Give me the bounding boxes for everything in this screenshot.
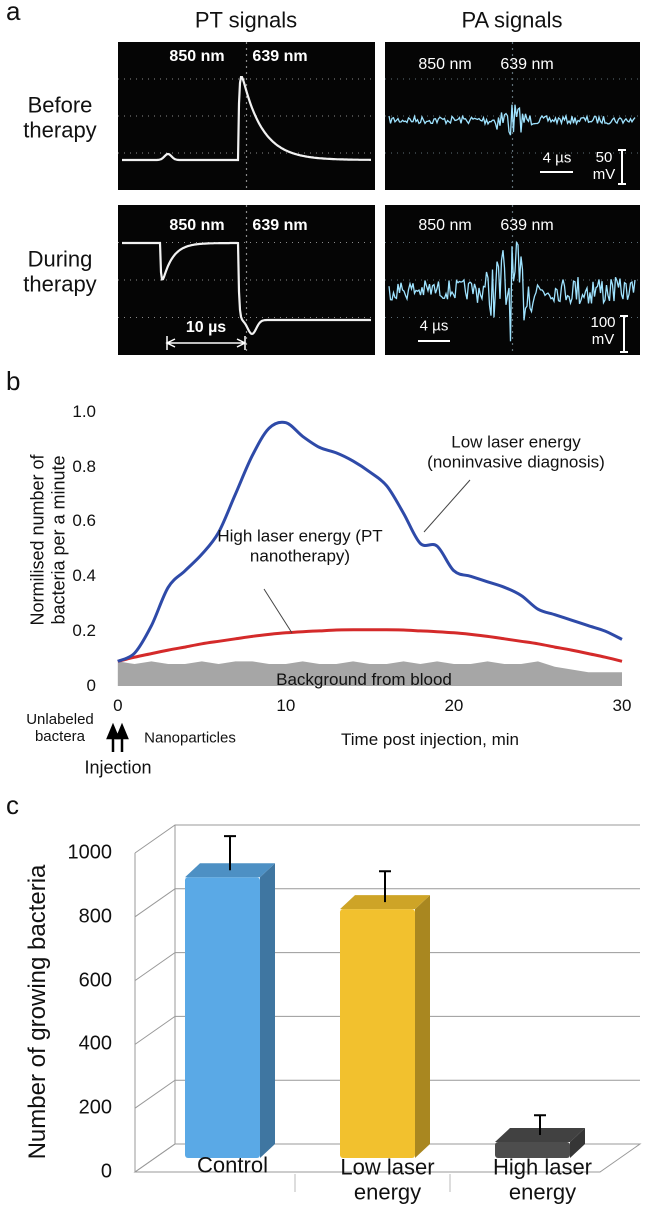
voltage-scale: 100 mV [590, 313, 616, 348]
y-tick-label: 400 [78, 1032, 112, 1055]
x-tick-label: Low laser energy [340, 1154, 435, 1205]
bar-side [570, 1128, 585, 1158]
leader-line [263, 588, 293, 634]
y-tick-label: 0 [100, 1160, 112, 1183]
y-tick-label: 600 [78, 969, 112, 992]
x-tick-label: 20 [444, 696, 464, 716]
wavelength-label: 850 nm [169, 47, 225, 65]
background-area [117, 661, 622, 686]
scale-arrow [165, 336, 247, 350]
bar-side [260, 863, 275, 1158]
bar [185, 863, 275, 1158]
voltage-scale: 50 mV [592, 148, 616, 183]
wavelength-label: 850 nm [169, 216, 225, 234]
annotation: Nanoparticles [144, 729, 236, 747]
scale-bar [618, 149, 626, 185]
panel-label: c [6, 790, 19, 821]
x-tick-label: 0 [113, 696, 123, 716]
bar-front [495, 1142, 570, 1158]
scale-bar [620, 315, 628, 353]
y-tick-label: 0.2 [72, 621, 96, 641]
wavelength-label: 639 nm [500, 55, 554, 73]
grid-line [134, 824, 640, 854]
series-line [117, 420, 623, 663]
wavelength-label: 639 nm [252, 216, 308, 234]
y-tick-label: 200 [78, 1096, 112, 1119]
wavelength-label: 639 nm [500, 216, 554, 234]
y-axis-title: Normilised number of bacteria per a minu… [27, 454, 68, 626]
row-label: During therapy [23, 246, 97, 297]
y-tick-label: 0.4 [72, 566, 96, 586]
time-scale: 4 µs [542, 149, 572, 167]
x-tick-label: 30 [612, 696, 632, 716]
trace [122, 75, 371, 162]
panel-label: b [6, 366, 21, 397]
y-tick-label: 0.8 [72, 456, 96, 476]
trace [388, 240, 636, 342]
leader-line [423, 479, 471, 533]
wavelength-label: 639 nm [252, 47, 308, 65]
error-bar [224, 835, 236, 871]
injection-arrow [106, 722, 120, 752]
wavelength-label: 850 nm [418, 216, 472, 234]
bar [340, 895, 430, 1158]
y-tick-label: 1000 [67, 841, 113, 864]
trace [122, 241, 371, 336]
annotation: Unlabeled bactera [26, 710, 94, 745]
error-bar [379, 870, 391, 903]
time-scale: 10 µs [185, 318, 227, 336]
y-tick-label: 800 [78, 905, 112, 928]
series-label: Low laser energy (noninvasive diagnosis) [427, 432, 605, 471]
wavelength-label: 850 nm [418, 55, 472, 73]
time-scale: 4 µs [419, 317, 449, 335]
y-tick-label: 0 [86, 676, 96, 696]
y-tick-label: 1.0 [72, 401, 96, 421]
error-bar [534, 1114, 546, 1136]
bar-front [340, 909, 415, 1158]
series-label: High laser energy (PT nanotherapy) [217, 526, 383, 565]
y-axis-title: Number of growing bacteria [24, 864, 52, 1160]
x-axis-title: Time post injection, min [341, 730, 519, 750]
annotation: Injection [84, 757, 152, 778]
x-tick-label: High laser energy [492, 1154, 593, 1205]
column-header: PT signals [194, 7, 298, 33]
y-tick-label: 0.6 [72, 511, 96, 531]
trace [388, 104, 636, 136]
bar-front [185, 877, 260, 1158]
x-tick-label: 10 [276, 696, 296, 716]
series-line [117, 628, 623, 663]
row-label: Before therapy [23, 92, 97, 143]
bar-side [415, 895, 430, 1158]
injection-arrow [115, 722, 129, 752]
series-label: Background from blood [276, 670, 452, 690]
panel-label: a [6, 0, 21, 27]
x-tick-label: Control [197, 1152, 268, 1178]
column-header: PA signals [461, 7, 563, 33]
